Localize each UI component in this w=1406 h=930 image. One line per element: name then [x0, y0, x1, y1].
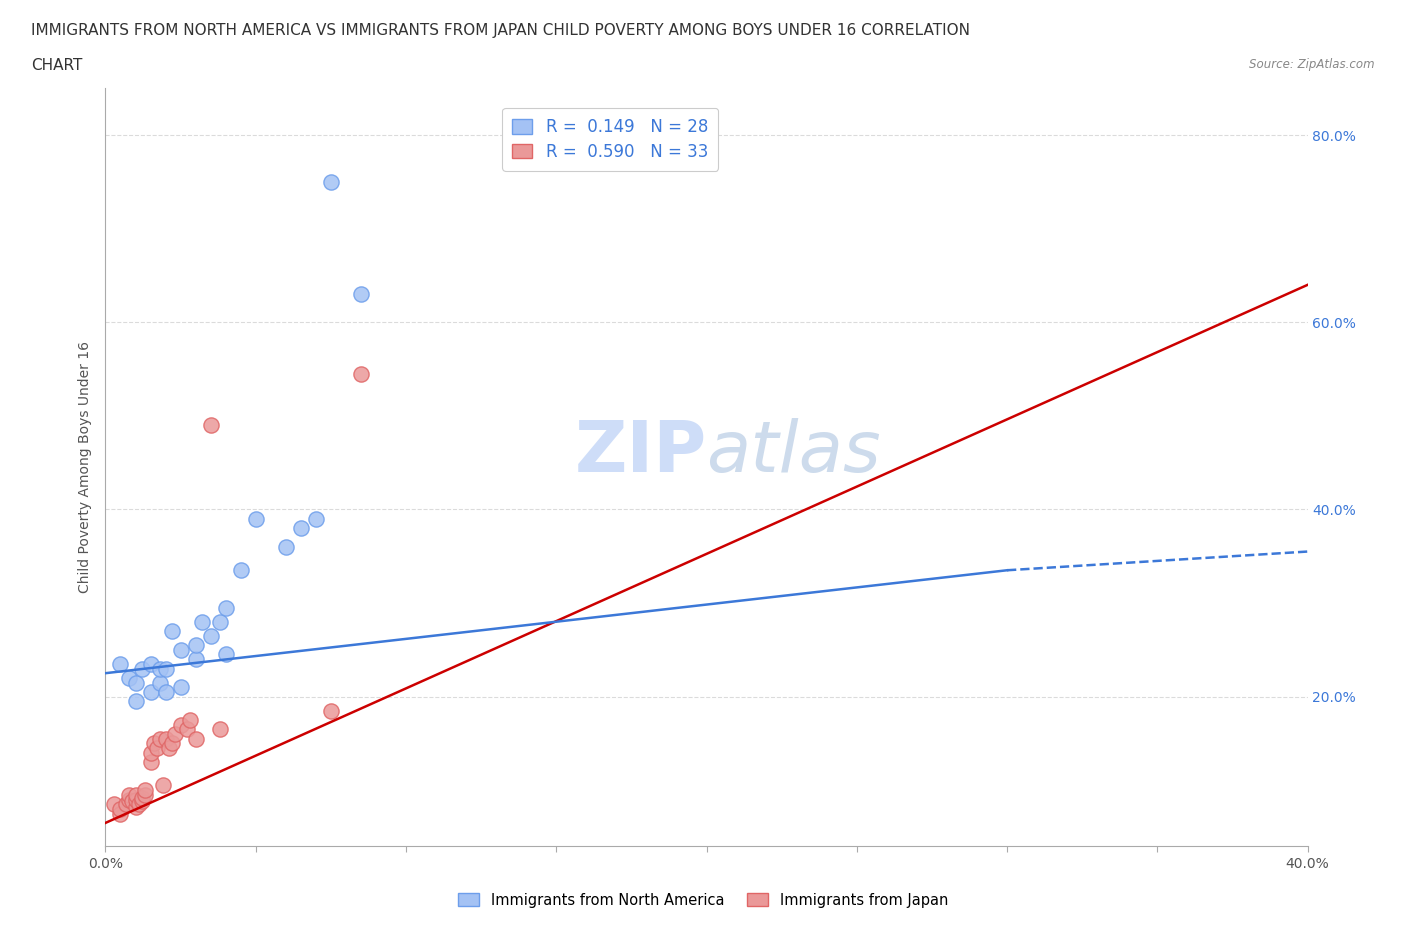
Point [118, 788, 141, 803]
Point [148, 661, 170, 676]
Point [160, 624, 183, 639]
Point [163, 726, 186, 741]
Point [124, 800, 146, 815]
Point [184, 652, 207, 667]
Point [208, 722, 231, 737]
Text: Source: ZipAtlas.com: Source: ZipAtlas.com [1250, 58, 1375, 71]
Point [145, 740, 167, 755]
Point [139, 684, 162, 699]
Point [208, 615, 231, 630]
Point [124, 792, 146, 807]
Text: IMMIGRANTS FROM NORTH AMERICA VS IMMIGRANTS FROM JAPAN CHILD POVERTY AMONG BOYS : IMMIGRANTS FROM NORTH AMERICA VS IMMIGRA… [31, 23, 970, 38]
Point [139, 745, 162, 760]
Point [134, 783, 156, 798]
Point [128, 797, 150, 812]
Point [214, 600, 236, 615]
Point [139, 754, 162, 769]
Text: CHART: CHART [31, 58, 83, 73]
Point [124, 694, 146, 709]
Point [155, 731, 177, 746]
Point [110, 806, 132, 821]
Point [169, 643, 191, 658]
Point [131, 794, 153, 809]
Point [290, 521, 312, 536]
Point [142, 736, 165, 751]
Point [184, 731, 207, 746]
Point [121, 794, 143, 809]
Point [169, 680, 191, 695]
Point [160, 736, 183, 751]
Point [134, 788, 156, 803]
Point [229, 563, 252, 578]
Point [179, 712, 201, 727]
Legend: Immigrants from North America, Immigrants from Japan: Immigrants from North America, Immigrant… [451, 886, 955, 913]
Point [155, 661, 177, 676]
Point [184, 638, 207, 653]
Point [148, 675, 170, 690]
Point [319, 703, 342, 718]
Point [124, 788, 146, 803]
Text: atlas: atlas [707, 418, 882, 486]
Point [305, 512, 328, 526]
Point [110, 802, 132, 817]
Point [350, 286, 373, 301]
Point [274, 539, 297, 554]
Point [176, 722, 198, 737]
Point [139, 657, 162, 671]
Point [115, 797, 138, 812]
Point [124, 675, 146, 690]
Text: ZIP: ZIP [574, 418, 707, 486]
Point [169, 717, 191, 732]
Point [200, 629, 222, 644]
Point [152, 778, 174, 793]
Point [155, 684, 177, 699]
Point [103, 797, 125, 812]
Point [131, 661, 153, 676]
Point [110, 657, 132, 671]
Point [131, 790, 153, 805]
Point [118, 792, 141, 807]
Point [190, 615, 212, 630]
Point [214, 647, 236, 662]
Point [319, 175, 342, 190]
Point [245, 512, 267, 526]
Point [350, 366, 373, 381]
Y-axis label: Child Poverty Among Boys Under 16: Child Poverty Among Boys Under 16 [79, 341, 93, 593]
Point [157, 740, 180, 755]
Legend: R =  0.149   N = 28, R =  0.590   N = 33: R = 0.149 N = 28, R = 0.590 N = 33 [502, 108, 718, 171]
Point [200, 418, 222, 432]
Point [148, 731, 170, 746]
Point [118, 671, 141, 685]
